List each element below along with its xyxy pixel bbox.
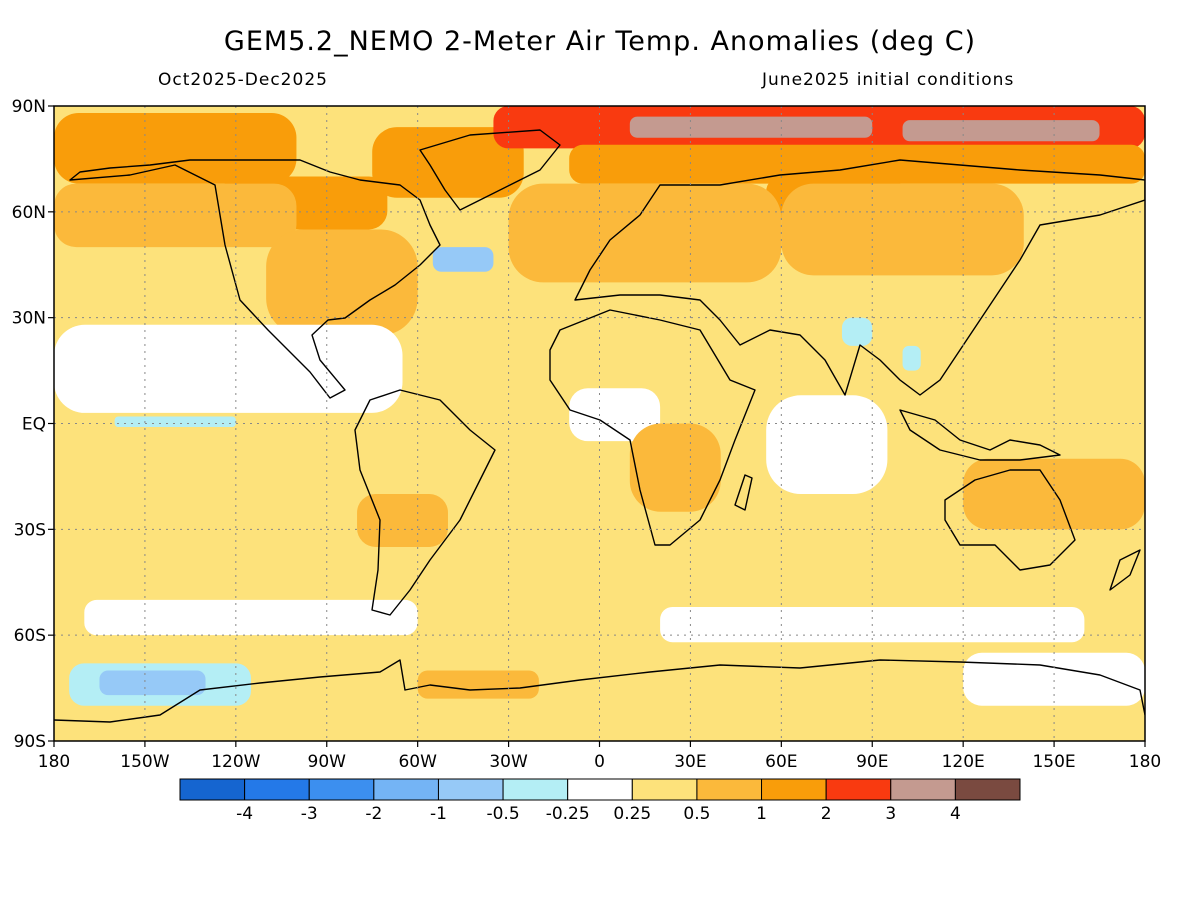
colorbar-swatch <box>567 778 633 801</box>
coastlines <box>54 129 1145 723</box>
coastline-madagascar <box>734 474 753 511</box>
colorbar-swatch <box>437 778 504 801</box>
lat-label: 90S <box>14 732 46 752</box>
lon-label: 0 <box>594 752 605 772</box>
anomaly-region <box>766 395 888 495</box>
colorbar-swatch <box>308 778 375 801</box>
longitude-labels: 180 150W 120W 90W 60W 30W 0 30E 60E 90E 120E 150E 18… <box>38 752 1161 772</box>
anomaly-region <box>266 229 418 336</box>
colorbar-swatch <box>696 778 763 801</box>
initial-conditions: June2025 initial conditions <box>762 70 1015 90</box>
lon-label: 90E <box>856 752 888 772</box>
anomaly-region <box>54 113 297 184</box>
colorbar-label: 0.25 <box>613 804 651 824</box>
lat-label: 30S <box>14 520 46 540</box>
anomaly-region <box>417 670 539 699</box>
colorbar: -4 -3 -2 -1 -0.5 -0.25 0.25 0.5 1 2 3 4 <box>179 778 1021 824</box>
colorbar-swatch <box>244 778 310 801</box>
anomaly-region <box>569 388 661 442</box>
anomaly-region <box>902 120 1100 142</box>
colorbar-label: -2 <box>365 804 382 824</box>
anomaly-region <box>114 416 236 428</box>
colorbar-label: 0.5 <box>683 804 710 824</box>
anomaly-region <box>629 116 873 138</box>
coastline-africa <box>549 309 756 546</box>
coastline-eurasia <box>574 159 1145 396</box>
lon-label: 60E <box>765 752 797 772</box>
colorbar-swatch <box>954 778 1021 801</box>
lon-label: 120E <box>942 752 985 772</box>
lon-label: 30W <box>489 752 528 772</box>
colorbar-label: -1 <box>430 804 447 824</box>
anomaly-region <box>781 183 1024 276</box>
anomaly-region <box>357 494 448 547</box>
coastline-north-america <box>69 159 441 399</box>
anomaly-region <box>372 127 524 198</box>
coastline-antarctica <box>54 659 1145 723</box>
anomaly-region <box>902 345 921 371</box>
lon-label: 30E <box>674 752 706 772</box>
colorbar-swatch <box>373 778 439 801</box>
colorbar-swatch <box>179 778 246 801</box>
lat-label: EQ <box>22 415 46 435</box>
coastline-south-america <box>354 389 496 616</box>
colorbar-swatch <box>502 778 569 801</box>
anomaly-region <box>99 670 206 696</box>
lon-label: 150E <box>1032 752 1075 772</box>
colorbar-swatch <box>825 778 892 801</box>
anomaly-region <box>54 183 297 248</box>
colorbar-label: -3 <box>301 804 318 824</box>
lon-label: 150W <box>120 752 169 772</box>
anomaly-region <box>841 317 873 346</box>
anomaly-region <box>432 247 494 272</box>
colorbar-label: -4 <box>236 804 253 824</box>
lat-label: 90N <box>12 97 46 117</box>
anomaly-region <box>508 183 782 283</box>
forecast-period: Oct2025-Dec2025 <box>158 70 328 90</box>
colorbar-label: -0.5 <box>486 804 519 824</box>
lat-label: 60S <box>14 626 46 646</box>
colorbar-label: -0.25 <box>546 804 590 824</box>
anomaly-region <box>963 652 1145 706</box>
colorbar-swatch <box>890 778 956 801</box>
colorbar-label: 2 <box>821 804 832 824</box>
lon-label: 60W <box>398 752 437 772</box>
colorbar-label: 3 <box>885 804 896 824</box>
colorbar-label: 1 <box>756 804 767 824</box>
axis-ticks <box>48 105 1146 747</box>
map-title: GEM5.2_NEMO 2-Meter Air Temp. Anomalies … <box>223 26 977 57</box>
coastline-maritime-asia <box>899 409 1061 461</box>
lon-label: 180 <box>1129 752 1161 772</box>
latitude-labels: 90N 60N 30N EQ 30S 60S 90S <box>12 97 46 752</box>
coastline-new-zealand <box>1109 549 1141 591</box>
colorbar-swatch <box>761 778 827 801</box>
anomaly-region <box>629 423 721 512</box>
colorbar-label: 4 <box>950 804 961 824</box>
lon-label: 90W <box>308 752 347 772</box>
coastline-australia <box>944 469 1076 571</box>
lat-label: 60N <box>12 203 46 223</box>
lon-label: 180 <box>38 752 70 772</box>
anomaly-region <box>54 324 403 413</box>
colorbar-swatch <box>631 778 698 801</box>
anomaly-region <box>963 458 1145 530</box>
coastline-greenland <box>419 129 561 211</box>
anomaly-region <box>569 144 1145 184</box>
lon-label: 120W <box>211 752 260 772</box>
lat-label: 30N <box>12 309 46 329</box>
graticule <box>54 106 1145 741</box>
anomaly-region <box>84 599 418 636</box>
